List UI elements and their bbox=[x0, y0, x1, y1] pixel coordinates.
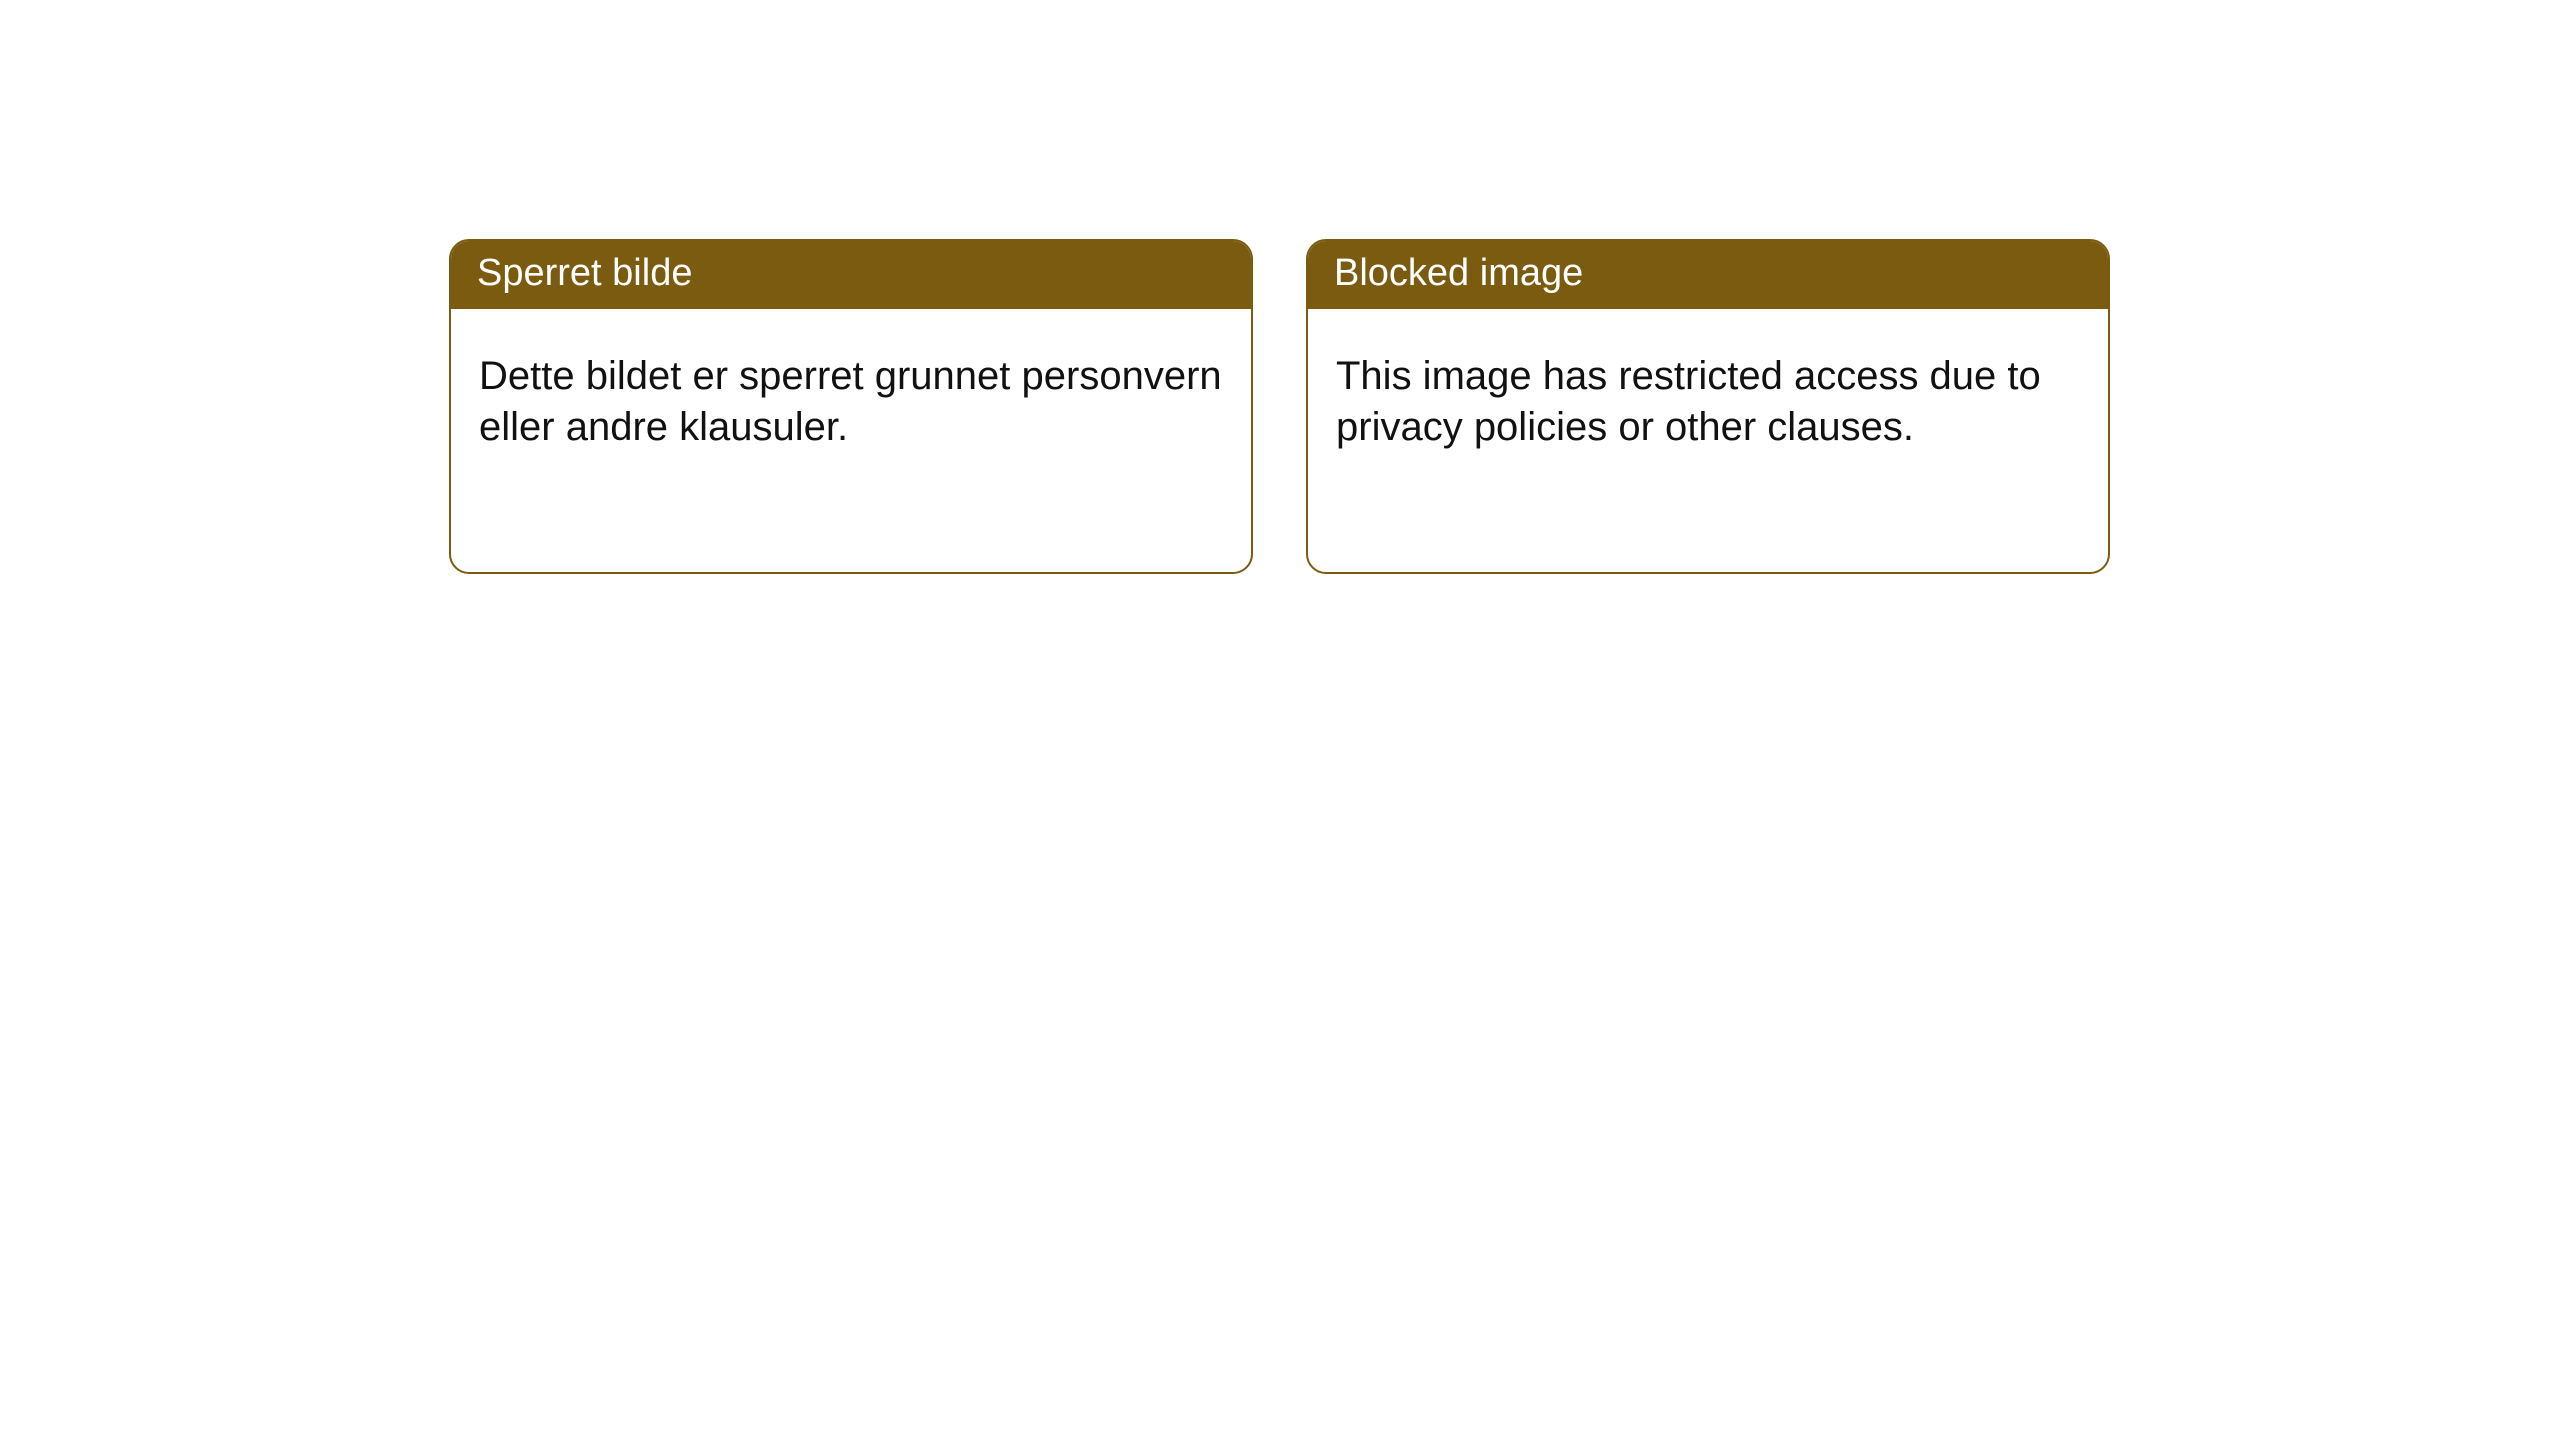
notice-body-norwegian: Dette bildet er sperret grunnet personve… bbox=[451, 309, 1251, 473]
notice-title-english: Blocked image bbox=[1308, 241, 2108, 309]
notice-title-norwegian: Sperret bilde bbox=[451, 241, 1251, 309]
notice-card-english: Blocked image This image has restricted … bbox=[1306, 239, 2110, 574]
notice-card-norwegian: Sperret bilde Dette bildet er sperret gr… bbox=[449, 239, 1253, 574]
notice-container: Sperret bilde Dette bildet er sperret gr… bbox=[0, 0, 2560, 574]
notice-body-english: This image has restricted access due to … bbox=[1308, 309, 2108, 473]
